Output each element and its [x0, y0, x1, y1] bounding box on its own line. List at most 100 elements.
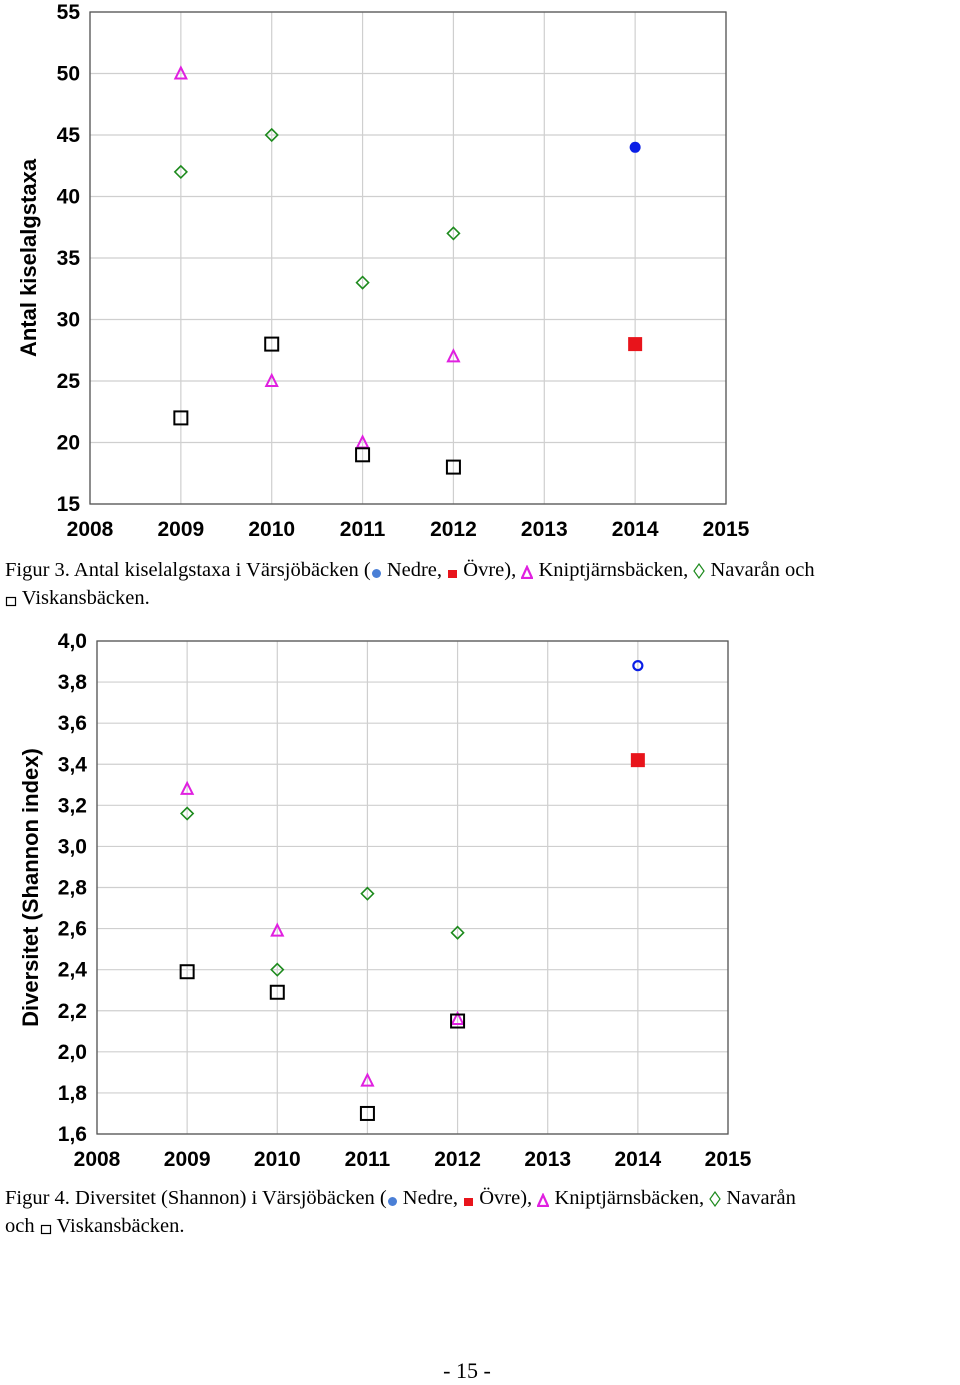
y-tick-label: 50 [57, 63, 80, 86]
filled-square-icon [463, 1186, 474, 1213]
figure4-caption-nedre: Nedre, [397, 1187, 464, 1209]
y-tick-label: 2,6 [58, 918, 87, 941]
y-tick-label: 35 [57, 247, 81, 270]
data-points [173, 65, 643, 475]
y-tick-label: 3,2 [58, 794, 87, 817]
figure4-chart: 2008 2009 2010 2011 2012 2013 2014 2015 1,6 1,8 2,… [18, 630, 752, 1171]
kniptjarn-point [180, 780, 195, 795]
figure3-caption-prefix: Figur 3. Antal kiselalgstaxa i Värsjöbäc… [5, 559, 371, 581]
y-tick-label: 3,8 [58, 671, 88, 694]
figure4-caption-navaran: Navarån [721, 1187, 796, 1209]
figure4-caption-och: och [5, 1214, 40, 1237]
nedre-point [629, 141, 641, 153]
figure4-caption-viskans: Viskansbäcken. [51, 1214, 185, 1237]
filled-square-icon [447, 558, 458, 585]
diamond-outline-icon [693, 558, 706, 585]
navaran-point [360, 886, 375, 901]
kniptjarn-point [360, 1072, 375, 1087]
y-tick-label: 25 [57, 370, 81, 393]
x-tick-label: 2012 [434, 1148, 481, 1171]
plot-frame [96, 640, 729, 1135]
y-tick-label: 3,6 [58, 712, 87, 735]
figure3-caption-viskans: Viskansbäcken. [17, 586, 150, 609]
page-number: - 15 - [443, 1358, 491, 1383]
figure3-caption-navaran: Navarån och [705, 559, 815, 581]
y-axis-label: Antal kiselalgstaxa [16, 158, 41, 357]
x-tick-label: 2008 [67, 518, 114, 541]
kniptjarn-point [446, 348, 461, 363]
viskans-point [264, 336, 280, 352]
y-tick-label: 45 [57, 124, 81, 147]
navaran-point [264, 127, 279, 143]
ovre-point [630, 753, 645, 768]
diamond-outline-icon [709, 1186, 722, 1213]
figure3-chart: 2008 2009 2010 2011 2012 2013 2014 2015 15 20 25 30… [16, 1, 750, 541]
plot-frame [89, 11, 727, 505]
x-tick-label: 2011 [340, 518, 386, 541]
y-tick-label: 2,2 [58, 1000, 87, 1023]
ovre-point [628, 337, 643, 352]
figure3-caption-kniptjarn: Kniptjärnsbäcken, [533, 559, 694, 581]
figure4-caption-kniptjarn: Kniptjärnsbäcken, [549, 1187, 710, 1209]
navaran-point [270, 962, 285, 977]
navaran-point [355, 275, 370, 290]
navaran-point [173, 164, 188, 180]
figure3-caption: Figur 3. Antal kiselalgstaxa i Värsjöbäc… [5, 557, 960, 613]
x-tick-label: 2009 [157, 518, 204, 541]
viskans-point [445, 459, 461, 475]
x-tick-label: 2015 [703, 518, 750, 541]
delta-icon [520, 558, 535, 585]
figure4-caption: Figur 4. Diversitet (Shannon) i Värsjöbä… [5, 1185, 960, 1241]
x-tick-label: 2013 [524, 1148, 571, 1171]
navaran-point [446, 226, 461, 241]
figure3-caption-nedre: Nedre, [381, 559, 448, 581]
viskans-point [450, 1013, 466, 1029]
viskans-point [173, 410, 189, 426]
y-tick-label: 4,0 [58, 630, 87, 653]
x-tick-label: 2014 [614, 1148, 661, 1171]
y-tick-label: 2,8 [58, 877, 88, 900]
y-tick-label: 1,6 [58, 1123, 87, 1146]
figure4-caption-prefix: Figur 4. Diversitet (Shannon) i Värsjöbä… [5, 1187, 387, 1209]
kniptjarn-point [173, 65, 188, 80]
x-tick-label: 2014 [612, 518, 659, 541]
kniptjarn-point [264, 372, 279, 387]
x-tick-label: 2010 [248, 518, 295, 541]
nedre-point [632, 660, 644, 672]
y-tick-label: 2,4 [58, 959, 88, 982]
viskans-point [359, 1105, 375, 1121]
viskans-point [355, 447, 371, 463]
y-tick-label: 20 [57, 432, 80, 455]
square-outline-icon [40, 1214, 52, 1241]
y-tick-label: 1,8 [58, 1082, 88, 1105]
y-tick-label: 55 [57, 1, 81, 24]
grid [89, 11, 727, 505]
navaran-point [180, 806, 195, 821]
y-tick-label: 15 [57, 493, 81, 516]
y-tick-label: 2,0 [58, 1041, 87, 1064]
y-tick-label: 40 [57, 186, 80, 209]
y-tick-label: 30 [57, 309, 80, 332]
y-axis-label: Diversitet (Shannon index) [18, 748, 43, 1027]
x-tick-label: 2012 [430, 518, 477, 541]
figure4-caption-ovre: Övre), [474, 1187, 538, 1209]
viskans-point [179, 964, 195, 980]
x-tick-label: 2015 [705, 1148, 752, 1171]
delta-icon [536, 1186, 551, 1213]
kniptjarn-point [270, 922, 285, 937]
filled-circle-icon [387, 1186, 398, 1213]
y-tick-label: 3,4 [58, 753, 88, 776]
x-tick-label: 2009 [164, 1148, 211, 1171]
grid [96, 640, 729, 1135]
navaran-point [450, 925, 465, 940]
square-outline-icon [5, 586, 17, 613]
x-tick-label: 2013 [521, 518, 568, 541]
figure3-caption-ovre: Övre), [458, 559, 522, 581]
y-tick-label: 3,0 [58, 835, 87, 858]
x-tick-label: 2010 [254, 1148, 301, 1171]
x-tick-label: 2011 [345, 1148, 391, 1171]
data-points [179, 660, 645, 1121]
viskans-point [269, 984, 285, 1000]
x-tick-label: 2008 [74, 1148, 121, 1171]
kniptjarn-point [450, 1010, 465, 1025]
